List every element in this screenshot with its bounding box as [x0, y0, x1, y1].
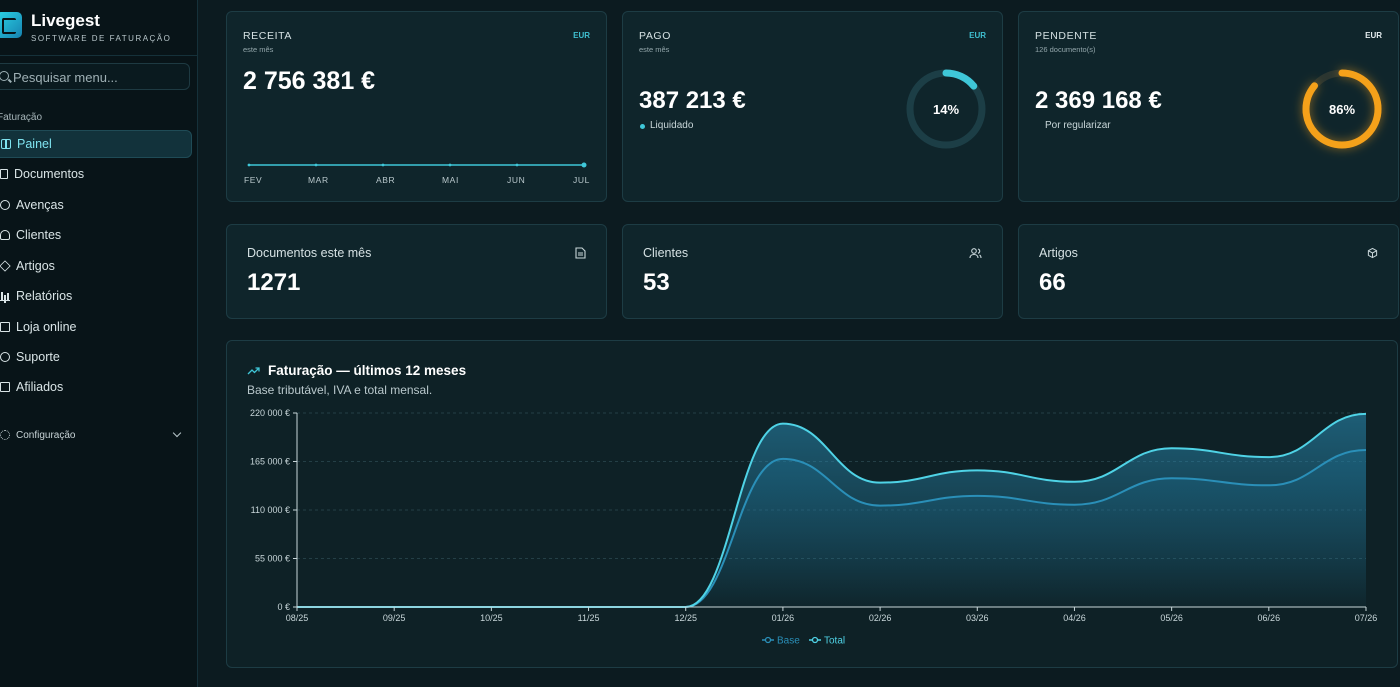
card-title: RECEITA [243, 30, 292, 42]
stat-card-artigos: Artigos 66 [1018, 224, 1399, 319]
sidebar-item-painel[interactable]: Painel [0, 130, 192, 158]
recurring-icon [0, 200, 10, 210]
bar-chart-icon [0, 291, 10, 301]
progress-percent: 86% [1329, 102, 1355, 117]
document-icon [575, 247, 586, 259]
sidebar-item-label: Clientes [16, 228, 62, 242]
currency-badge: EUR [969, 31, 986, 40]
sparkline-month: MAI [442, 175, 459, 185]
sparkline-month: FEV [244, 175, 262, 185]
progress-ring-pendente: 86% [1302, 69, 1382, 149]
card-subtitle: este mês [639, 45, 670, 54]
status-dot [640, 124, 645, 129]
sidebar-item-label: Suporte [16, 350, 60, 364]
sidebar-item-label: Relatórios [16, 289, 73, 303]
sidebar-item-label: Avenças [16, 198, 64, 212]
sparkline-month: JUN [507, 175, 525, 185]
kpi-value: 2 369 168 € [1035, 87, 1162, 114]
sidebar-item-label: Documentos [14, 167, 85, 181]
sidebar-item-label: Artigos [16, 259, 55, 273]
status-text: Por regularizar [1045, 120, 1111, 131]
kpi-value: 2 756 381 € [243, 67, 376, 95]
sidebar-item-avencas[interactable]: Avenças [0, 191, 192, 219]
box-icon [1367, 247, 1378, 259]
search-box[interactable] [0, 63, 190, 90]
box-icon [0, 260, 11, 272]
card-subtitle: este mês [243, 45, 274, 54]
logo-icon [0, 12, 22, 38]
kpi-card-pago: PAGO este mês EUR 387 213 € Liquidado 14… [622, 11, 1003, 202]
sparkline-point [314, 163, 318, 167]
help-icon [0, 352, 10, 362]
chart-subtitle: Base tributável, IVA e total mensal. [247, 383, 433, 397]
search-icon [0, 71, 9, 81]
sparkline-point [448, 163, 452, 167]
sidebar: Livegest SOFTWARE DE FATURAÇÃO Faturação… [0, 0, 198, 687]
sparkline-point [247, 163, 251, 167]
sidebar-item-artigos[interactable]: Artigos [0, 252, 192, 280]
brand[interactable]: Livegest SOFTWARE DE FATURAÇÃO [0, 10, 198, 46]
kpi-card-pendente: PENDENTE 126 documento(s) EUR 2 369 168 … [1018, 11, 1399, 202]
sparkline: FEV MAR ABR MAI JUN JUL [244, 162, 590, 185]
document-icon [0, 169, 8, 179]
currency-badge: EUR [1365, 31, 1382, 40]
status-text: Liquidado [650, 120, 694, 131]
chevron-down-icon[interactable] [172, 428, 182, 438]
sidebar-item-documentos[interactable]: Documentos [0, 160, 192, 188]
currency-badge: EUR [573, 31, 590, 40]
kpi-card-receita: RECEITA este mês EUR 2 756 381 € FEV MAR… [226, 11, 607, 202]
sparkline-point [381, 163, 385, 167]
progress-percent: 14% [933, 102, 959, 117]
brand-name: Livegest [31, 11, 100, 30]
brand-subtitle: SOFTWARE DE FATURAÇÃO [31, 34, 172, 43]
stat-label: Clientes [643, 246, 689, 260]
sidebar-item-suporte[interactable]: Suporte [0, 343, 192, 371]
users-icon [969, 248, 982, 259]
stat-value: 66 [1039, 269, 1066, 296]
users-icon [0, 230, 10, 240]
sidebar-item-label: Loja online [16, 320, 77, 334]
sidebar-item-label: Painel [17, 137, 52, 151]
sidebar-item-clientes[interactable]: Clientes [0, 221, 192, 249]
sparkline-point-current [581, 162, 587, 168]
card-title: PAGO [639, 30, 671, 42]
card-subtitle: 126 documento(s) [1035, 45, 1096, 54]
store-icon [0, 322, 10, 332]
sidebar-item-label: Afiliados [16, 380, 64, 394]
gift-icon [0, 382, 10, 392]
sparkline-month: MAR [308, 175, 329, 185]
progress-ring-fill [1302, 69, 1382, 149]
progress-ring-pago: 14% [906, 69, 986, 149]
sidebar-item-label: Configuração [16, 429, 76, 441]
sidebar-item-relatorios[interactable]: Relatórios [0, 282, 192, 310]
dashboard-icon [1, 139, 11, 149]
stat-card-clientes: Clientes 53 [622, 224, 1003, 319]
stat-label: Documentos este mês [247, 246, 372, 260]
stat-card-documentos: Documentos este mês 1271 [226, 224, 607, 319]
sparkline-month: ABR [376, 175, 395, 185]
sparkline-month: JUL [573, 175, 590, 185]
gear-icon [0, 430, 10, 440]
stat-value: 53 [643, 269, 670, 296]
sidebar-section-label: Faturação [0, 112, 43, 123]
chart-panel: Faturação — últimos 12 meses Base tribut… [226, 340, 1398, 668]
divider [0, 55, 198, 56]
progress-ring-fill [906, 69, 986, 149]
search-input[interactable] [13, 69, 178, 85]
sparkline-point [515, 163, 519, 167]
kpi-value: 387 213 € [639, 87, 746, 114]
sidebar-item-configuracao[interactable]: Configuração [0, 426, 192, 444]
chart-title: Faturação — últimos 12 meses [268, 363, 467, 378]
sidebar-item-loja-online[interactable]: Loja online [0, 313, 192, 341]
trend-up-icon [247, 367, 260, 375]
sidebar-item-afiliados[interactable]: Afiliados [0, 373, 192, 401]
card-title: PENDENTE [1035, 30, 1097, 42]
stat-value: 1271 [247, 269, 301, 296]
stat-label: Artigos [1039, 246, 1078, 260]
